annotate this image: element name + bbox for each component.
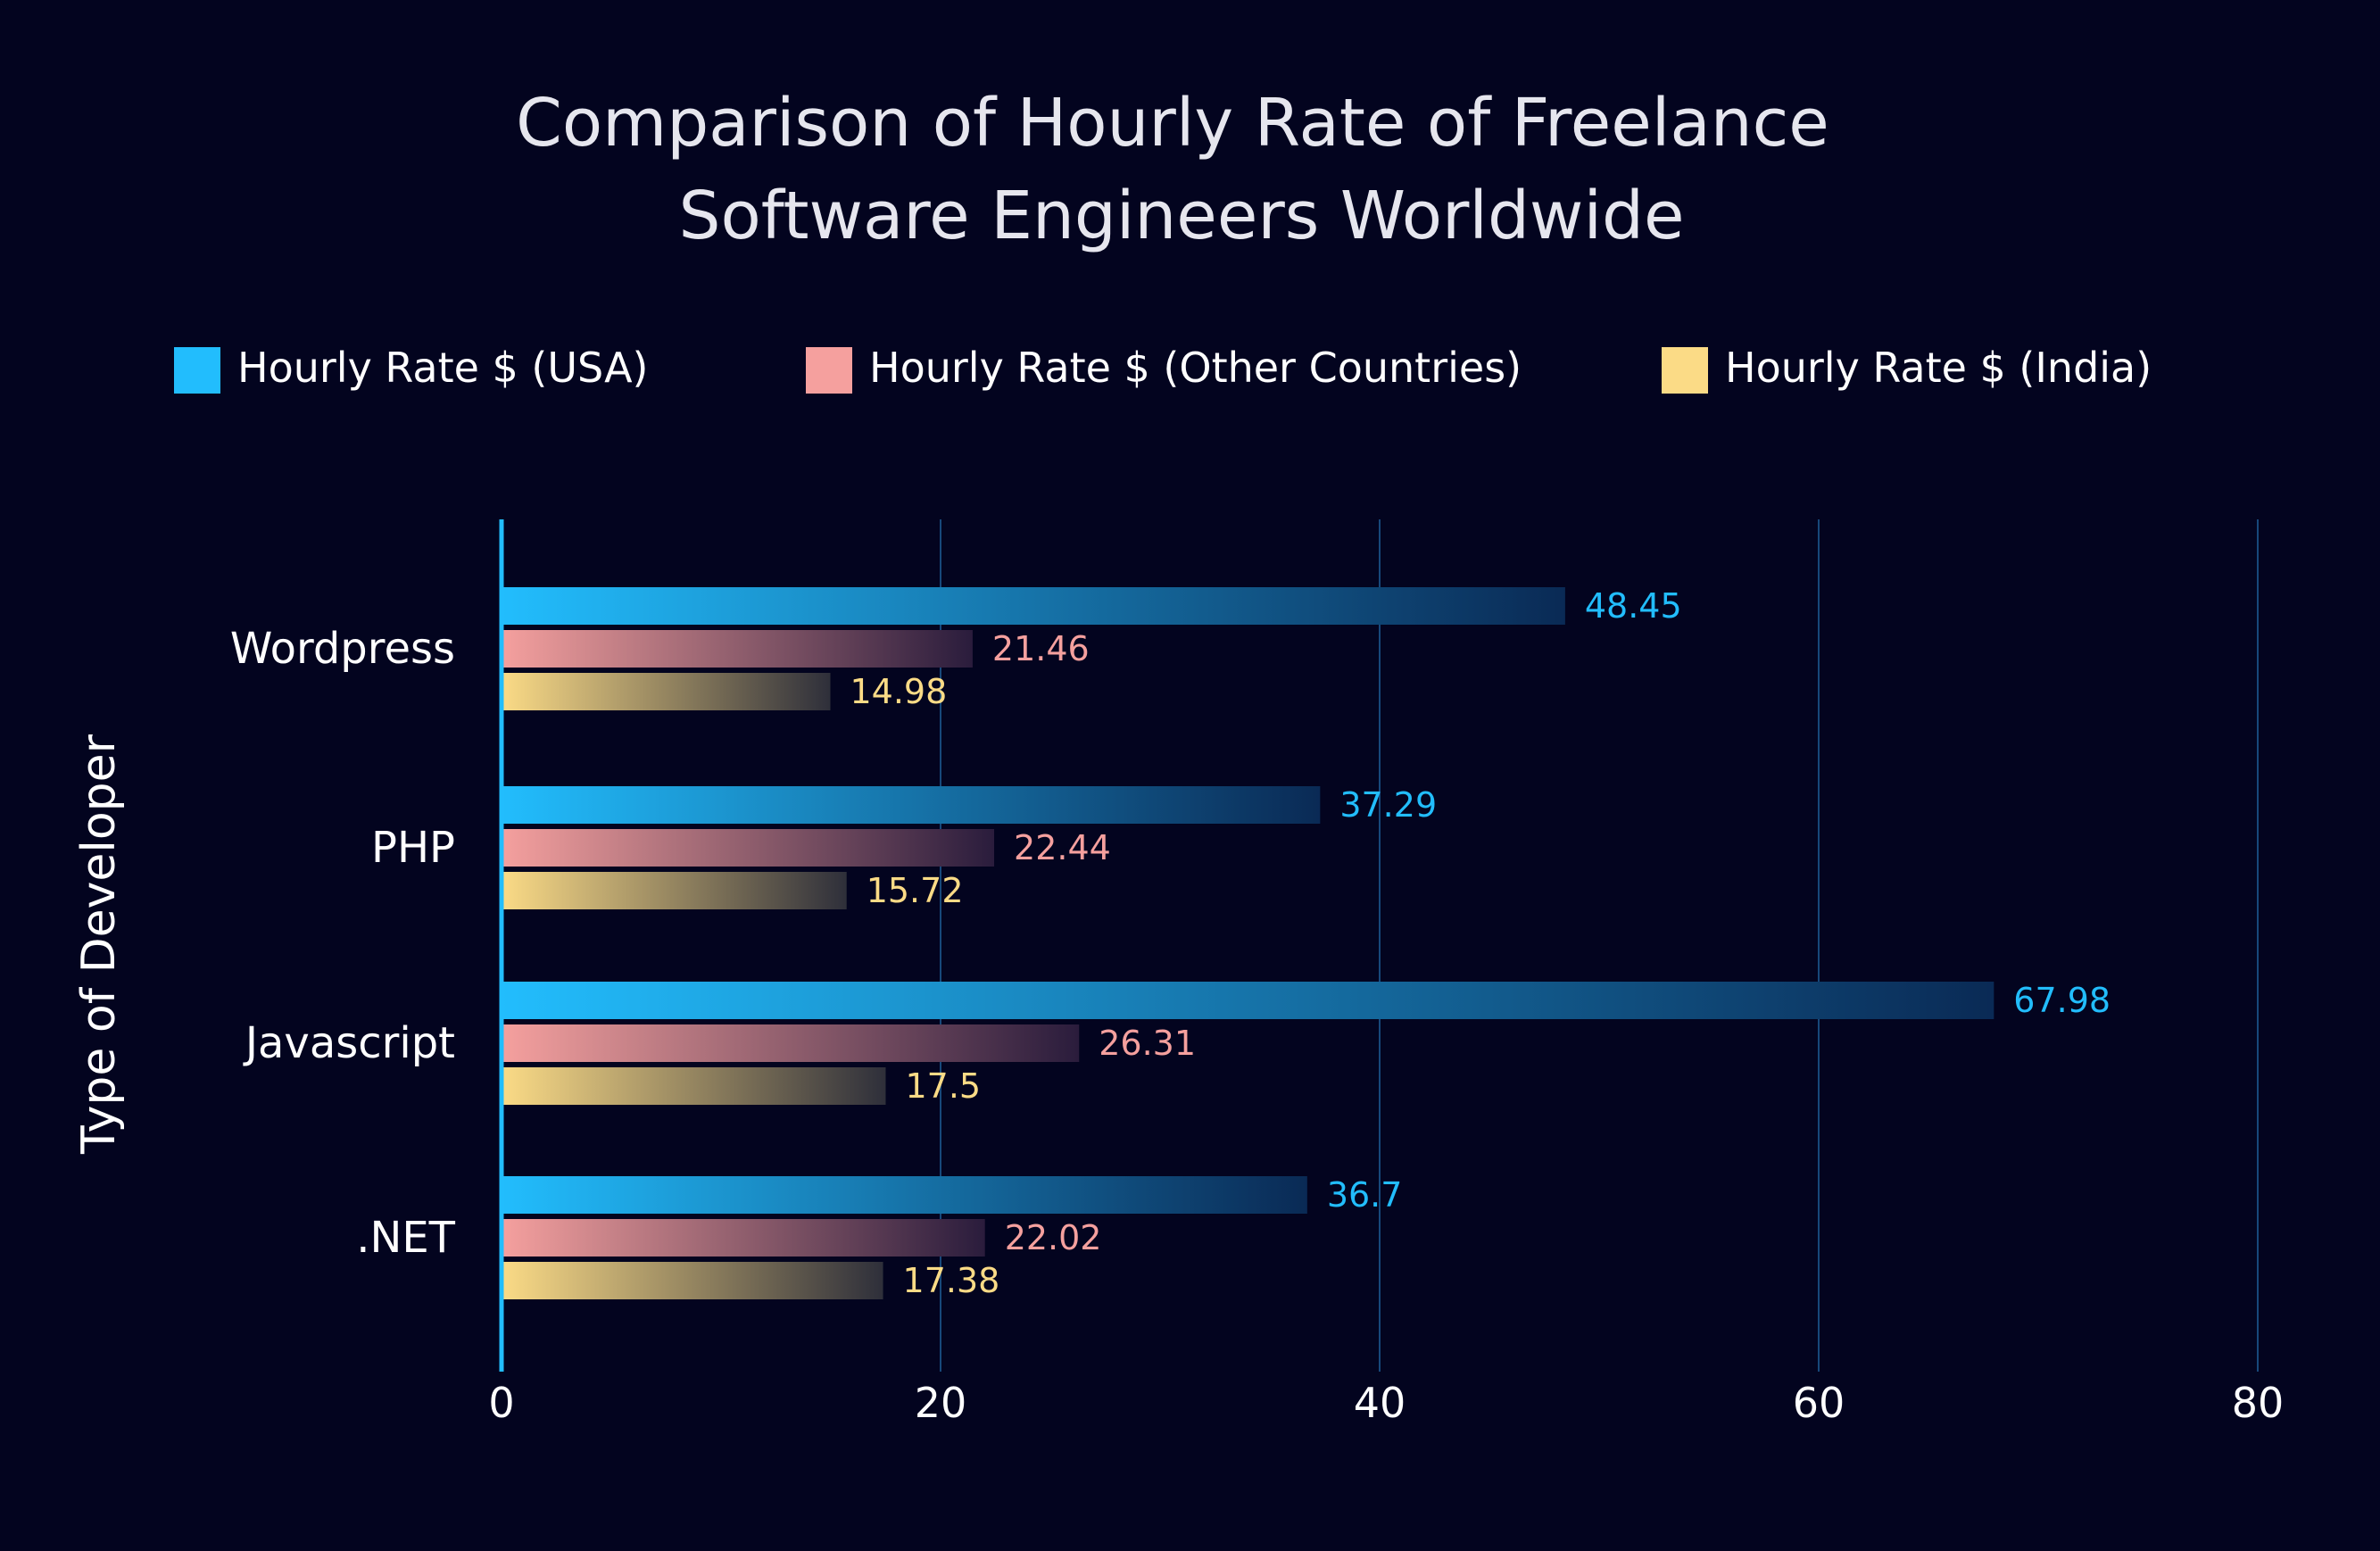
x-tick-label-20: 20 xyxy=(915,1379,967,1427)
chart-title: Comparison of Hourly Rate of Freelance S… xyxy=(516,85,1829,254)
value-label-javascript-india: 17.5 xyxy=(906,1066,982,1106)
chart-title-line-1: Comparison of Hourly Rate of Freelance xyxy=(516,85,1829,162)
value-label-wordpress-usa: 48.45 xyxy=(1585,586,1682,626)
bar-net-india xyxy=(502,1262,883,1299)
bar-net-usa xyxy=(502,1176,1307,1214)
legend-label-usa: Hourly Rate $ (USA) xyxy=(237,344,649,392)
category-label-javascript: Javascript xyxy=(243,1018,455,1068)
bar-php-other-countries xyxy=(502,829,995,867)
legend-swatch-usa xyxy=(174,347,220,394)
category-labels: Wordpress PHP Javascript .NET xyxy=(230,624,456,1263)
value-label-wordpress-india: 14.98 xyxy=(850,672,948,711)
y-axis-label: Type of Developer xyxy=(72,734,126,1155)
bar-php-usa xyxy=(502,786,1321,824)
legend-swatch-india xyxy=(1662,347,1708,394)
value-label-net-usa: 36.7 xyxy=(1327,1175,1403,1215)
bar-javascript-india xyxy=(502,1067,886,1105)
bars xyxy=(502,587,1994,1299)
x-tick-label-80: 80 xyxy=(2232,1379,2285,1427)
bar-net-other-countries xyxy=(502,1219,985,1257)
value-label-php-usa: 37.29 xyxy=(1339,785,1437,825)
legend: Hourly Rate $ (USA) Hourly Rate $ (Other … xyxy=(174,344,2152,394)
category-label-wordpress: Wordpress xyxy=(230,624,455,674)
x-tick-label-40: 40 xyxy=(1354,1379,1406,1427)
x-tick-labels: 0 20 40 60 80 xyxy=(488,1379,2284,1427)
bar-javascript-usa xyxy=(502,982,1994,1019)
x-tick-label-0: 0 xyxy=(488,1379,514,1427)
bar-javascript-other-countries xyxy=(502,1024,1080,1062)
value-label-javascript-other-countries: 26.31 xyxy=(1099,1024,1196,1063)
value-label-net-other-countries: 22.02 xyxy=(1005,1218,1102,1257)
chart-title-line-2: Software Engineers Worldwide xyxy=(678,178,1684,254)
value-label-php-other-countries: 22.44 xyxy=(1014,828,1111,867)
value-label-net-india: 17.38 xyxy=(903,1261,1000,1300)
legend-label-other-countries: Hourly Rate $ (Other Countries) xyxy=(869,344,1522,392)
bar-wordpress-usa xyxy=(502,587,1565,625)
value-label-javascript-usa: 67.98 xyxy=(2013,981,2110,1020)
value-labels: 48.45 21.46 14.98 37.29 22.44 15.72 67.98 26.31… xyxy=(850,586,2111,1300)
bar-php-india xyxy=(502,872,847,909)
value-label-wordpress-other-countries: 21.46 xyxy=(992,629,1090,668)
category-label-net: .NET xyxy=(356,1213,455,1263)
x-tick-label-60: 60 xyxy=(1793,1379,1845,1427)
bar-wordpress-india xyxy=(502,673,831,710)
bar-wordpress-other-countries xyxy=(502,630,973,668)
legend-label-india: Hourly Rate $ (India) xyxy=(1725,344,2152,392)
category-label-php: PHP xyxy=(371,823,455,873)
value-label-php-india: 15.72 xyxy=(867,871,964,910)
legend-swatch-other-countries xyxy=(806,347,852,394)
x-gridlines xyxy=(940,519,2259,1372)
